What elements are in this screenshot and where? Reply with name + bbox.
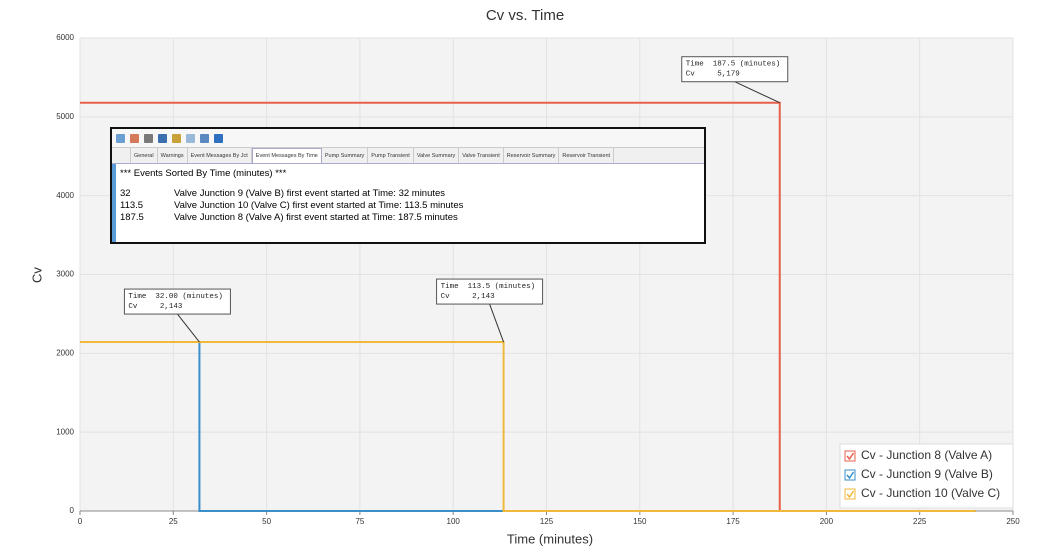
legend-check xyxy=(846,490,855,499)
toolbar-icon[interactable] xyxy=(158,133,167,143)
x-tick-label: 150 xyxy=(633,517,647,526)
callout-leader xyxy=(177,313,200,343)
event-row: 32 Valve Junction 9 (Valve B) first event… xyxy=(120,188,700,199)
event-message: Valve Junction 8 (Valve A) first event s… xyxy=(174,212,458,223)
x-tick-label: 225 xyxy=(913,517,927,526)
tab[interactable]: Warnings xyxy=(158,148,188,163)
x-tick-label: 75 xyxy=(355,517,364,526)
x-tick-label: 50 xyxy=(262,517,271,526)
tab-scroll xyxy=(124,148,131,163)
legend-label: Cv - Junction 10 (Valve C) xyxy=(861,486,1000,500)
callout-box xyxy=(123,288,231,315)
event-heading: *** Events Sorted By Time (minutes) *** xyxy=(120,168,287,179)
legend-checkbox[interactable] xyxy=(844,488,856,500)
y-tick-label: 5000 xyxy=(56,112,74,121)
x-tick-label: 250 xyxy=(1006,517,1020,526)
x-tick-label: 125 xyxy=(540,517,554,526)
y-tick-label: 0 xyxy=(70,506,75,515)
event-time: 32 xyxy=(120,188,131,199)
toolbar-icon[interactable] xyxy=(144,133,153,143)
x-tick-label: 200 xyxy=(820,517,834,526)
tab[interactable]: Pump Summary xyxy=(322,148,369,163)
tab[interactable]: Valve Transient xyxy=(459,148,504,163)
toolbar xyxy=(112,129,704,148)
event-message: Valve Junction 10 (Valve C) first event … xyxy=(174,200,464,211)
y-tick-label: 2000 xyxy=(56,348,74,357)
tab[interactable]: Valve Summary xyxy=(414,148,460,163)
y-tick-label: 3000 xyxy=(56,270,74,279)
event-time: 187.5 xyxy=(120,212,144,223)
event-row: 187.5 Valve Junction 8 (Valve A) first ev… xyxy=(120,212,700,223)
callout-leader xyxy=(734,81,780,104)
tab-bar: General Warnings Event Messages By Jct Even… xyxy=(112,148,704,164)
callout-text: Cv 2,143 xyxy=(128,303,183,311)
event-time: 113.5 xyxy=(120,200,144,211)
legend-check xyxy=(846,452,855,461)
series-line xyxy=(80,341,976,512)
toolbar-icon[interactable] xyxy=(172,133,181,143)
legend-box xyxy=(839,443,1014,509)
callout-box xyxy=(681,56,789,83)
legend-label: Cv - Junction 9 (Valve B) xyxy=(861,467,993,481)
tab[interactable]: Event Messages By Time xyxy=(251,148,322,163)
x-tick-label: 100 xyxy=(447,517,461,526)
x-tick-label: 175 xyxy=(726,517,740,526)
event-row: 113.5 Valve Junction 10 (Valve C) first e… xyxy=(120,200,700,211)
tab[interactable]: Reservoir Transient xyxy=(559,148,615,163)
y-tick-label: 6000 xyxy=(56,33,74,42)
callout-text: Time 187.5 (minutes) xyxy=(686,61,781,69)
tab[interactable]: Pump Transient xyxy=(368,148,414,163)
callout-leader xyxy=(489,303,505,343)
x-axis-label: Time (minutes) xyxy=(507,531,593,546)
callout-text: Time 32.00 (minutes) xyxy=(128,293,223,301)
y-tick-label: 4000 xyxy=(56,191,74,200)
callout-text: Cv 2,143 xyxy=(441,293,496,301)
tab[interactable]: General xyxy=(131,148,158,163)
tab[interactable]: Reservoir Summary xyxy=(504,148,560,163)
toolbar-icon[interactable] xyxy=(116,133,125,143)
event-message: Valve Junction 9 (Valve B) first event s… xyxy=(174,188,446,199)
legend-checkbox[interactable] xyxy=(844,469,856,481)
x-tick-label: 25 xyxy=(169,517,178,526)
toolbar-icon[interactable] xyxy=(186,133,195,143)
toolbar-icon[interactable] xyxy=(214,133,223,143)
y-tick-label: 1000 xyxy=(56,427,74,436)
event-panel: General Warnings Event Messages By Jct Even… xyxy=(110,127,706,244)
callout-text: Cv 5,179 xyxy=(686,71,740,79)
y-axis-label: Cv xyxy=(29,267,44,283)
tab[interactable]: Event Messages By Jct xyxy=(188,148,252,163)
chart-title: Cv vs. Time xyxy=(486,7,564,24)
event-content: *** Events Sorted By Time (minutes) *** … xyxy=(112,164,704,242)
callout-box xyxy=(436,278,544,305)
x-tick-label: 0 xyxy=(78,517,83,526)
legend-label: Cv - Junction 8 (Valve A) xyxy=(861,448,992,462)
toolbar-icon[interactable] xyxy=(130,133,139,143)
legend-check xyxy=(846,471,855,480)
toolbar-icon[interactable] xyxy=(200,133,209,143)
legend-checkbox[interactable] xyxy=(844,450,856,462)
callout-text: Time 113.5 (minutes) xyxy=(441,283,536,291)
